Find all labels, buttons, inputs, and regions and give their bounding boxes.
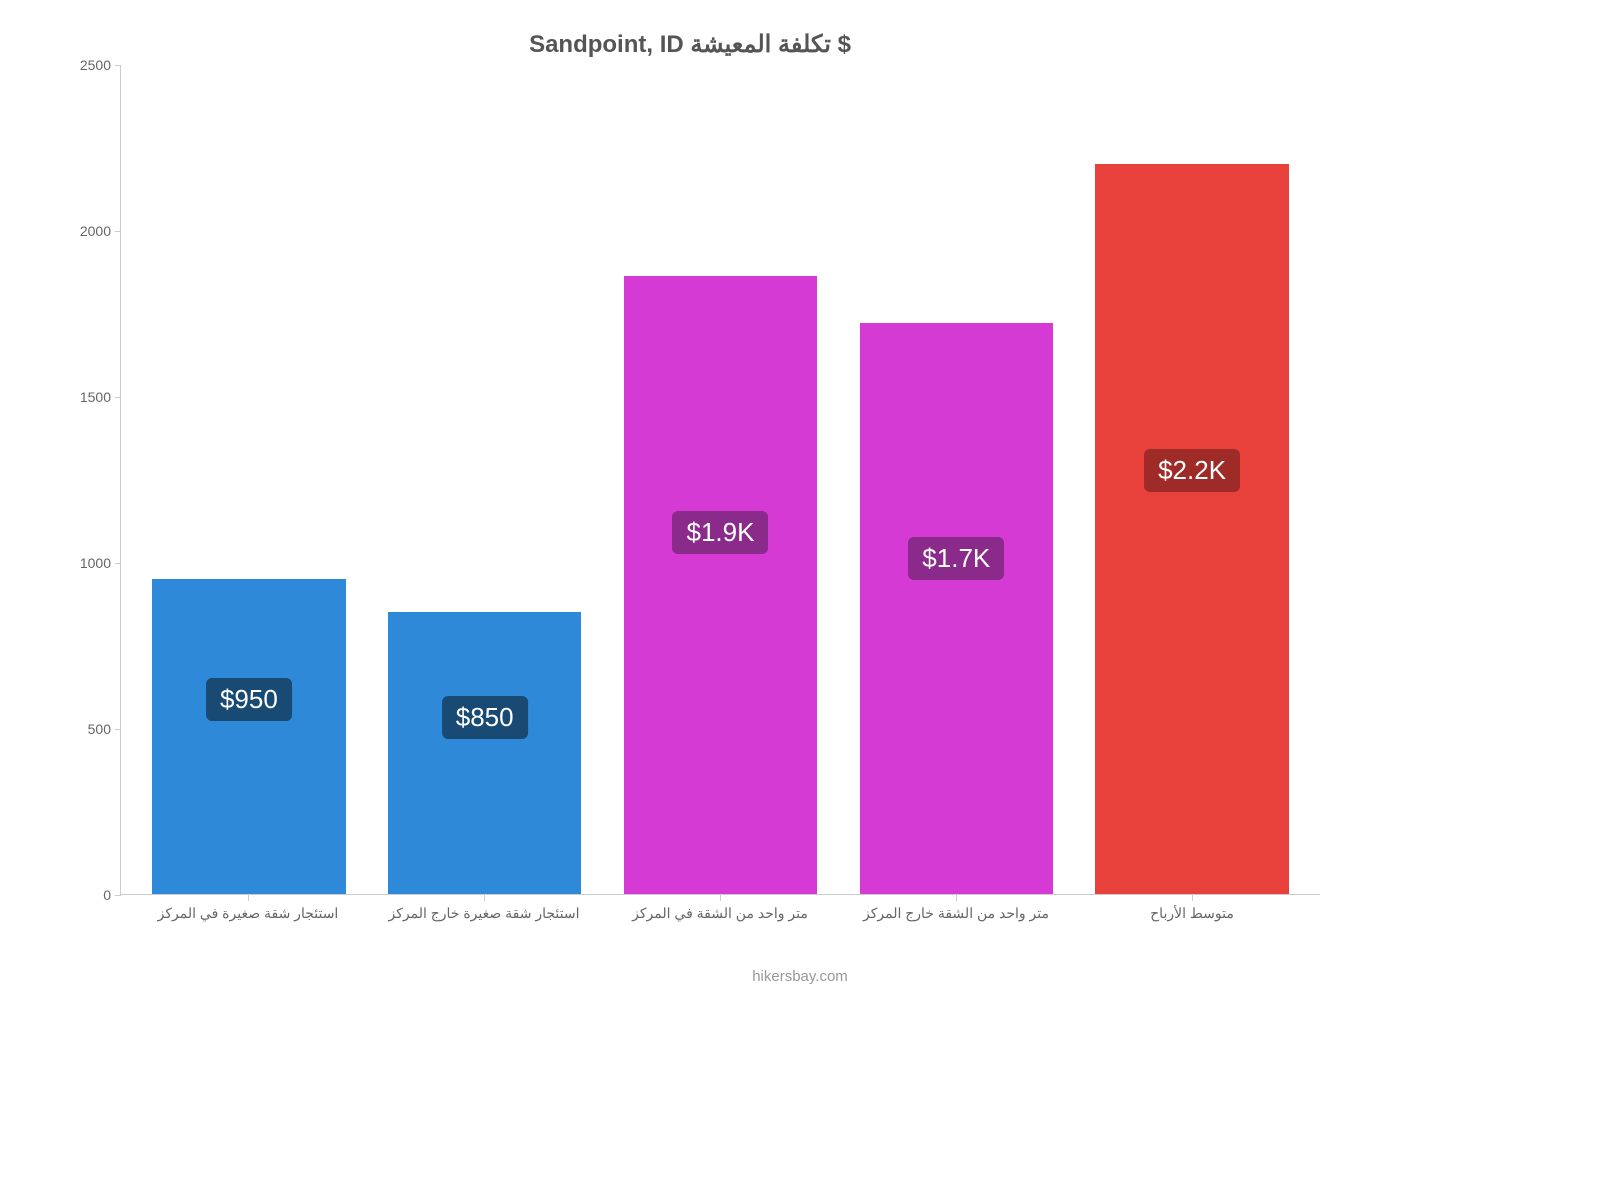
bars-container: $950 $850 $1.9K $1.7K $2.2K [121,65,1320,894]
chart-title: Sandpoint, ID تكلفة المعيشة $ [50,30,1330,59]
bar-slot: $1.7K [838,65,1074,894]
x-axis-label: استئجار شقة صغيرة خارج المركز [366,895,602,922]
x-axis-label: متر واحد من الشقة في المركز [602,895,838,922]
cost-of-living-chart: Sandpoint, ID تكلفة المعيشة $ $950 $850 $1… [50,20,1330,980]
bar-slot: $950 [131,65,367,894]
x-axis-labels: استئجار شقة صغيرة في المركزاستئجار شقة ص… [120,895,1320,922]
y-tick: 1000 [51,555,111,571]
bar-slot: $850 [367,65,603,894]
x-axis-label: متر واحد من الشقة خارج المركز [838,895,1074,922]
value-badge: $850 [442,696,528,739]
y-tick: 2000 [51,223,111,239]
bar: $1.9K [624,276,817,894]
y-tick: 2500 [51,57,111,73]
value-badge: $2.2K [1144,449,1240,492]
bar: $950 [152,579,345,894]
x-axis-label: متوسط الأرباح [1074,895,1310,922]
y-tick: 1500 [51,389,111,405]
y-tick: 500 [51,721,111,737]
value-badge: $950 [206,678,292,721]
plot-area: $950$850$1.9K$1.7K$2.2K 0500100015002000… [120,65,1320,895]
bar: $1.7K [860,323,1053,894]
bar-slot: $2.2K [1074,65,1310,894]
bar: $2.2K [1095,164,1288,894]
bar-slot: $1.9K [603,65,839,894]
y-tick: 0 [51,887,111,903]
value-badge: $1.7K [908,537,1004,580]
credit-text: hikersbay.com [0,968,1600,985]
x-axis-label: استئجار شقة صغيرة في المركز [130,895,366,922]
value-badge: $1.9K [673,511,769,554]
bar: $850 [388,612,581,894]
